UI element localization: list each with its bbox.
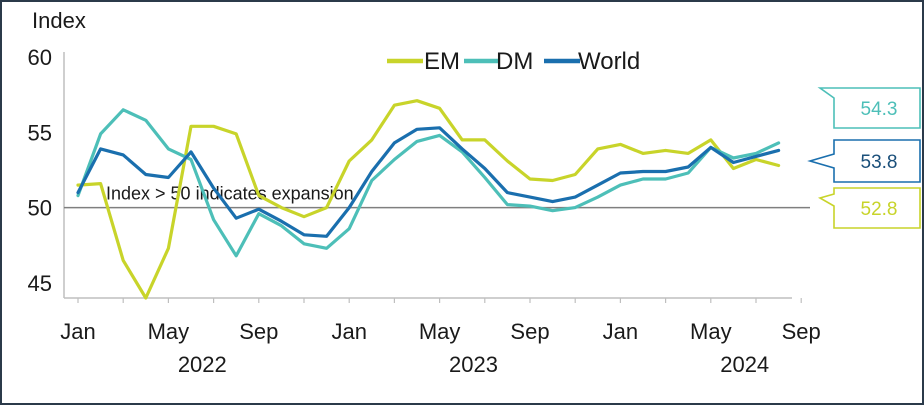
x-tick-label: Jan <box>331 319 366 344</box>
x-tick-label: Sep <box>510 319 549 344</box>
axes-layer: 45 50 55 60 Index Jan May Sep Jan May Sep Jan May Sep… <box>28 8 821 377</box>
y-tick-label: 55 <box>28 120 52 145</box>
end-value-callouts: 52.8 54.3 53.8 <box>807 87 921 229</box>
year-label: 2024 <box>720 352 769 377</box>
series-line-dm <box>76 108 781 258</box>
callout-value-dm: 54.3 <box>861 99 898 120</box>
year-label: 2023 <box>449 352 498 377</box>
x-tick-label: Sep <box>782 319 821 344</box>
callout-box-dm <box>817 87 921 129</box>
x-tick-label: May <box>419 319 461 344</box>
legend: EM DM World <box>387 48 640 75</box>
legend-label-dm: DM <box>496 48 533 75</box>
y-tick-label: 60 <box>28 45 52 70</box>
x-tick-label: May <box>690 319 732 344</box>
series-line-world <box>76 126 781 238</box>
x-tick-label: Jan <box>60 319 95 344</box>
callout-value-em: 52.8 <box>861 199 898 220</box>
y-tick-label: 45 <box>28 271 52 296</box>
reference-layer: Index > 50 indicates expansion <box>64 184 810 209</box>
chart-title: Index <box>32 8 86 33</box>
legend-label-em: EM <box>424 48 460 75</box>
callout-value-world: 53.8 <box>861 152 898 173</box>
reference-annotation: Index > 50 indicates expansion <box>106 184 354 204</box>
x-tick-label: May <box>148 319 190 344</box>
callout-box-world <box>807 139 921 183</box>
x-tick-label: Jan <box>603 319 638 344</box>
y-tick-label: 50 <box>28 196 52 221</box>
year-label: 2022 <box>178 352 227 377</box>
series-lines-layer <box>76 99 781 300</box>
legend-label-world: World <box>578 48 640 75</box>
series-line-em <box>76 99 781 300</box>
callout-box-em <box>817 187 921 229</box>
x-tick-label: Sep <box>239 319 278 344</box>
